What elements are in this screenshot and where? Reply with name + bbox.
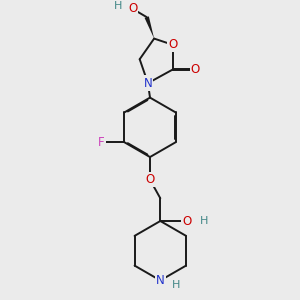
Text: O: O [146,173,154,186]
Polygon shape [145,16,154,39]
Text: F: F [98,136,105,149]
Text: N: N [156,274,165,287]
Text: N: N [144,77,152,90]
Text: H: H [172,280,180,290]
Text: H: H [114,1,122,10]
Text: O: O [191,63,200,76]
Text: O: O [128,2,137,15]
Text: O: O [168,38,177,51]
Text: H: H [200,216,209,226]
Text: O: O [182,214,192,227]
